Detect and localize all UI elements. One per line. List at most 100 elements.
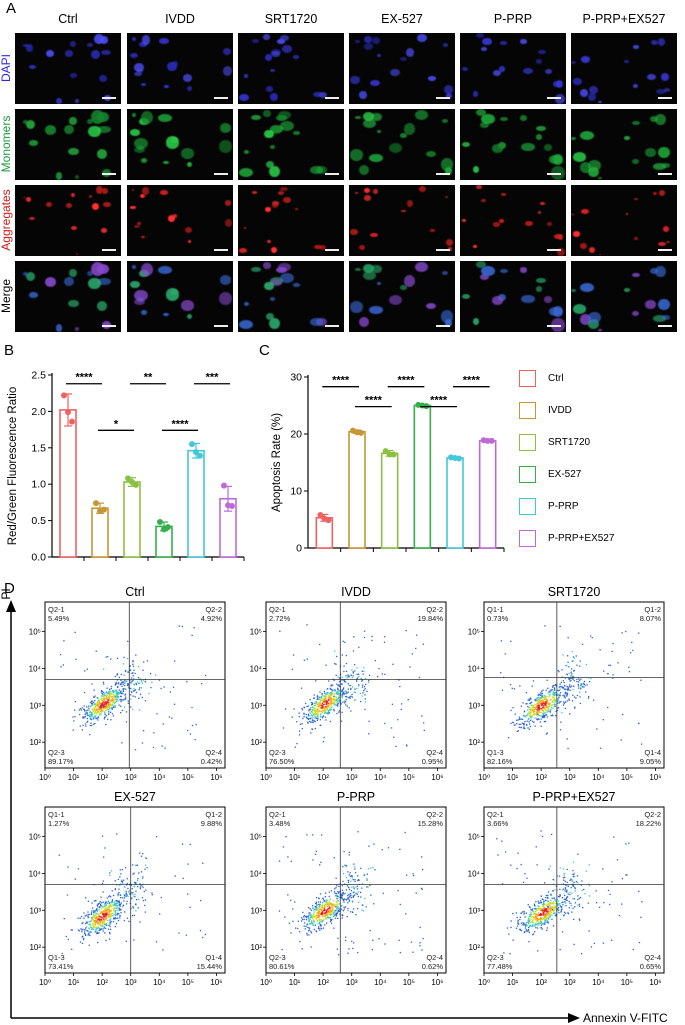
event-dot (309, 908, 311, 910)
micrograph-merge (238, 261, 344, 332)
event-dot (535, 907, 537, 910)
event-dot (318, 919, 321, 922)
event-dot (125, 895, 127, 897)
x-tick-label: 10¹ (507, 773, 519, 782)
event-dot (564, 677, 567, 679)
event-dot (553, 703, 556, 705)
cell-blob (520, 39, 527, 44)
event-dot (517, 922, 519, 925)
cell-blob (293, 55, 300, 59)
event-dot (123, 699, 125, 701)
event-dot (89, 931, 91, 933)
event-dot (546, 709, 548, 711)
event-dot (315, 701, 317, 703)
event-dot (122, 689, 125, 691)
cell-blob (188, 239, 191, 243)
event-dot (123, 895, 126, 897)
event-dot (335, 674, 337, 676)
event-dot (114, 911, 116, 913)
event-dot (520, 912, 522, 914)
event-dot (94, 705, 96, 707)
event-dot (574, 902, 577, 904)
event-dot (333, 700, 335, 703)
event-dot (534, 699, 536, 702)
event-dot (530, 909, 532, 911)
event-dot (566, 889, 568, 891)
event-dot (107, 704, 109, 707)
event-dot (200, 899, 202, 902)
event-dot (127, 671, 129, 674)
event-dot (548, 868, 550, 870)
event-dot (528, 708, 531, 711)
event-dot (531, 685, 533, 687)
event-dot (349, 892, 352, 895)
event-dot (344, 702, 346, 704)
event-dot (510, 640, 512, 642)
event-dot (89, 711, 91, 713)
cell-blob (579, 88, 589, 98)
event-dot (331, 918, 333, 921)
event-dot (546, 705, 548, 707)
event-dot (124, 698, 126, 700)
event-dot (105, 715, 108, 717)
event-dot (415, 647, 417, 650)
event-dot (538, 907, 541, 910)
event-dot (122, 663, 125, 665)
event-dot (329, 693, 331, 696)
event-dot (362, 692, 364, 694)
event-dot (102, 913, 105, 915)
event-dot (566, 896, 569, 898)
event-dot (573, 943, 575, 946)
event-dot (577, 681, 580, 683)
event-dot (319, 705, 322, 707)
cell-blob (186, 86, 192, 92)
event-dot (129, 687, 131, 690)
event-dot (335, 696, 337, 698)
event-dot (515, 912, 517, 914)
event-dot (557, 707, 560, 709)
event-dot (523, 910, 525, 913)
event-dot (552, 693, 554, 695)
event-dot (547, 710, 549, 713)
cell-blob (587, 318, 599, 330)
event-dot (326, 695, 328, 698)
event-dot (93, 707, 95, 709)
event-dot (100, 704, 102, 706)
legend-item: P-PRP+EX527 (519, 530, 614, 547)
event-dot (101, 695, 103, 697)
event-dot (547, 708, 550, 710)
event-dot (336, 900, 338, 903)
data-point (229, 503, 235, 510)
event-dot (309, 717, 312, 720)
cell-blob (270, 297, 276, 301)
event-dot (547, 905, 549, 908)
event-dot (364, 688, 366, 690)
event-dot (573, 677, 575, 679)
legend-swatch (519, 466, 536, 483)
x-tick-label: 10⁴ (592, 978, 605, 987)
cell-blob (363, 43, 374, 50)
event-dot (321, 920, 324, 923)
event-dot (337, 909, 340, 912)
significance-label: **** (365, 395, 383, 407)
event-dot (554, 689, 556, 692)
micrograph-merge (349, 261, 455, 332)
event-dot (552, 909, 554, 911)
cell-blob (271, 201, 280, 206)
event-dot (524, 925, 527, 927)
event-dot (113, 907, 115, 909)
event-dot (119, 698, 121, 701)
quadrant-percent: 77.48% (487, 962, 513, 971)
event-dot (516, 916, 518, 919)
event-dot (338, 701, 340, 703)
event-dot (513, 688, 516, 690)
event-dot (571, 685, 573, 687)
event-dot (144, 857, 147, 859)
event-dot (111, 890, 113, 892)
cell-blob (29, 64, 37, 69)
event-dot (552, 691, 555, 693)
event-dot (546, 927, 548, 929)
event-dot (324, 896, 326, 898)
event-dot (316, 715, 319, 718)
event-dot (534, 707, 536, 709)
